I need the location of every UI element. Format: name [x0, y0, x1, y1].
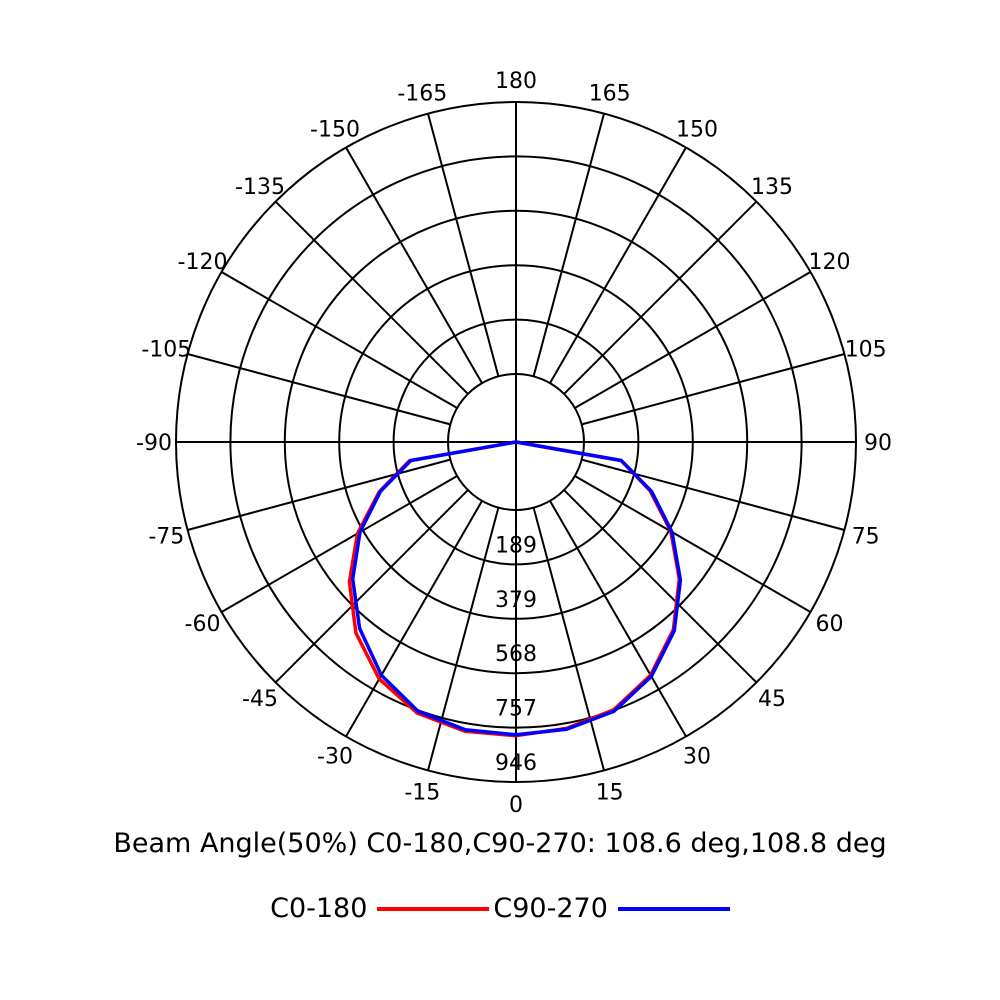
grid-spoke-9 [563, 200, 758, 395]
legend-swatch-c0-180 [377, 906, 490, 911]
angle-label-15: 15 [596, 781, 624, 806]
angle-label-120: 120 [809, 250, 851, 275]
ring-label-189: 189 [495, 533, 537, 558]
ring-label-946: 946 [495, 751, 537, 776]
angle-label--30: -30 [317, 745, 353, 770]
grid-spoke-4 [574, 475, 811, 613]
label-layer: 180 1651501351201059075604530150-15-30-45… [136, 69, 892, 818]
angle-label-135: 135 [751, 175, 793, 200]
legend-item-c0-180: C0-180 [270, 893, 490, 924]
grid-spoke-20 [221, 475, 458, 613]
series-curve-c90-270 [350, 440, 683, 737]
angle-label--165: -165 [397, 81, 447, 106]
curve-layer [347, 440, 683, 738]
angle-label--135: -135 [235, 175, 285, 200]
grid-spoke-8 [574, 271, 811, 409]
legend-label-c0-180: C0-180 [270, 893, 368, 924]
grid-spoke-7 [581, 353, 845, 426]
angle-label--90: -90 [136, 431, 172, 456]
angle-label--75: -75 [148, 525, 184, 550]
angle-label--15: -15 [404, 781, 440, 806]
angle-label--150: -150 [310, 118, 360, 143]
grid-spoke-16 [221, 271, 458, 409]
ring-label-568: 568 [495, 642, 537, 667]
angle-label-30: 30 [683, 745, 711, 770]
legend-label-c90-270: C90-270 [493, 893, 608, 924]
legend: C0-180 C90-270 [0, 893, 1000, 924]
angle-label-105: 105 [845, 337, 887, 362]
angle-label--120: -120 [178, 250, 228, 275]
beam-angle-caption: Beam Angle(50%) C0-180,C90-270: 108.6 de… [113, 828, 887, 859]
angle-label--60: -60 [185, 612, 221, 637]
grid-spoke-5 [581, 458, 845, 531]
grid-spoke-22 [345, 500, 483, 737]
angle-label-90: 90 [864, 431, 892, 456]
grid-spoke-15 [274, 200, 469, 395]
grid-spoke-3 [563, 489, 758, 684]
grid-spoke-1 [532, 507, 605, 771]
grid-spoke-10 [549, 147, 687, 384]
grid-spoke-19 [187, 458, 451, 531]
angle-label-75: 75 [852, 525, 880, 550]
angle-label-150: 150 [676, 118, 718, 143]
grid-spoke-11 [532, 113, 605, 377]
ring-label-757: 757 [495, 697, 537, 722]
ring-label-379: 379 [495, 588, 537, 613]
angle-label-180: 180 [495, 69, 537, 94]
angle-label-45: 45 [758, 687, 786, 712]
angle-label-60: 60 [816, 612, 844, 637]
grid-spoke-17 [187, 353, 451, 426]
legend-item-c90-270: C90-270 [493, 893, 730, 924]
polar-grid [175, 101, 857, 783]
grid-spoke-23 [427, 507, 500, 771]
grid-spoke-2 [549, 500, 687, 737]
legend-swatch-c90-270 [617, 906, 730, 911]
angle-label--105: -105 [141, 337, 191, 362]
grid-spoke-13 [427, 113, 500, 377]
angle-label-165: 165 [589, 81, 631, 106]
angle-label-0: 0 [509, 793, 523, 818]
grid-spoke-21 [274, 489, 469, 684]
angle-label--45: -45 [242, 687, 278, 712]
grid-spoke-14 [345, 147, 483, 384]
